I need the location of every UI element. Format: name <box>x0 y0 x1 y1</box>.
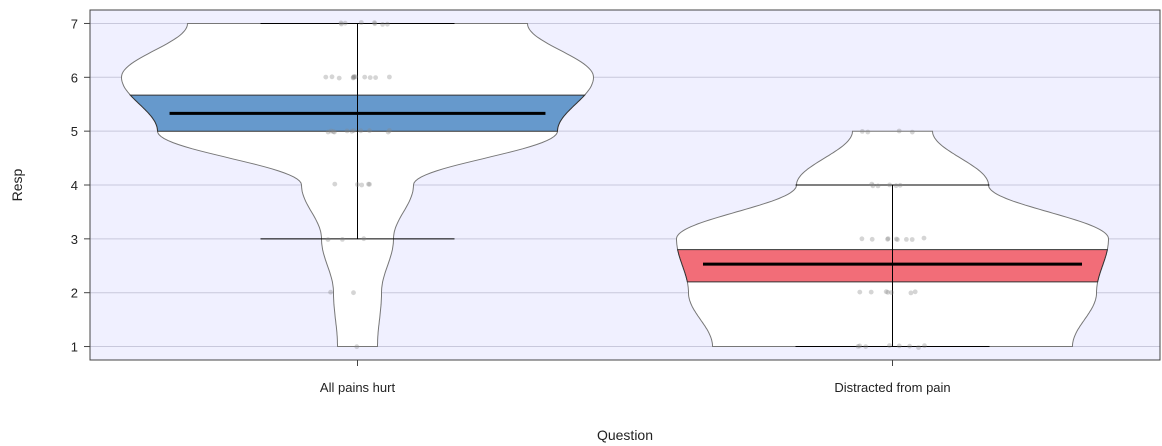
data-point <box>887 182 892 188</box>
data-point <box>351 74 357 80</box>
data-point <box>325 237 331 243</box>
data-point <box>344 128 350 134</box>
y-tick-label: 1 <box>71 340 78 355</box>
data-point <box>865 129 871 135</box>
data-point <box>387 74 392 80</box>
data-point <box>912 289 918 295</box>
y-axis-title: Resp <box>9 168 25 201</box>
data-point <box>351 74 357 79</box>
data-point <box>354 344 360 350</box>
data-point <box>869 181 875 187</box>
y-tick-label: 6 <box>71 70 78 85</box>
data-point <box>857 343 863 349</box>
data-point <box>885 236 890 242</box>
data-point <box>896 343 902 349</box>
data-point <box>342 20 348 26</box>
data-point <box>329 74 335 80</box>
data-point <box>372 21 378 27</box>
y-tick-label: 2 <box>71 286 78 301</box>
data-point <box>338 20 344 26</box>
data-point <box>916 345 921 350</box>
data-point <box>328 289 333 295</box>
data-point <box>351 128 357 134</box>
data-point <box>895 237 900 243</box>
x-tick-label: All pains hurt <box>320 380 396 395</box>
data-point <box>894 236 899 242</box>
data-point <box>367 75 373 80</box>
data-point <box>885 236 891 242</box>
axes: 1 2 3 4 5 6 7 All pains hurt Distracted from pai… <box>71 16 951 395</box>
data-point <box>869 236 875 242</box>
data-point <box>857 289 863 295</box>
data-point <box>323 74 329 80</box>
data-point <box>385 129 391 135</box>
data-point <box>893 183 899 189</box>
data-point <box>325 129 331 135</box>
data-point <box>332 129 337 135</box>
data-point <box>332 181 338 187</box>
data-point <box>353 74 358 80</box>
plot-frame <box>89 9 1161 361</box>
data-point <box>361 236 367 242</box>
data-point <box>351 290 356 296</box>
data-point <box>340 237 345 242</box>
data-point <box>896 128 902 134</box>
data-point <box>863 344 869 349</box>
data-point <box>330 129 336 135</box>
data-point <box>350 74 356 80</box>
data-point <box>875 183 881 189</box>
data-point <box>922 343 927 349</box>
data-point <box>921 235 927 241</box>
data-point <box>870 183 876 189</box>
data-point <box>355 182 360 187</box>
data-point <box>883 289 889 295</box>
data-point <box>868 289 874 295</box>
data-point <box>908 290 914 296</box>
data-point <box>909 237 915 242</box>
x-tick-label: Distracted from pain <box>834 380 950 395</box>
y-tick-label: 4 <box>71 178 78 193</box>
data-point <box>385 21 390 27</box>
data-point <box>372 20 377 26</box>
data-point <box>336 75 342 81</box>
data-point <box>359 182 365 188</box>
data-point <box>349 128 355 134</box>
data-point <box>907 343 912 349</box>
data-point <box>380 22 385 27</box>
y-tick-label: 7 <box>71 16 78 31</box>
data-point <box>904 237 909 242</box>
data-point <box>897 182 903 188</box>
data-point <box>387 128 392 133</box>
data-point <box>887 343 892 348</box>
data-point <box>855 344 861 349</box>
data-point <box>885 289 891 295</box>
data-point <box>358 128 364 134</box>
violins <box>120 20 1109 350</box>
data-point <box>889 290 894 295</box>
data-point <box>367 181 372 187</box>
data-point <box>859 236 865 242</box>
data-point <box>859 129 865 134</box>
data-point <box>367 128 372 134</box>
data-point <box>350 75 356 81</box>
x-axis-title: Question <box>597 427 653 443</box>
data-point <box>362 74 368 80</box>
y-tick-label: 5 <box>71 124 78 139</box>
data-point <box>358 20 364 25</box>
data-point <box>366 181 371 187</box>
y-tick-label: 3 <box>71 232 78 247</box>
data-point <box>339 21 344 27</box>
data-point <box>328 128 334 134</box>
data-point <box>373 75 378 80</box>
data-point <box>909 129 915 135</box>
